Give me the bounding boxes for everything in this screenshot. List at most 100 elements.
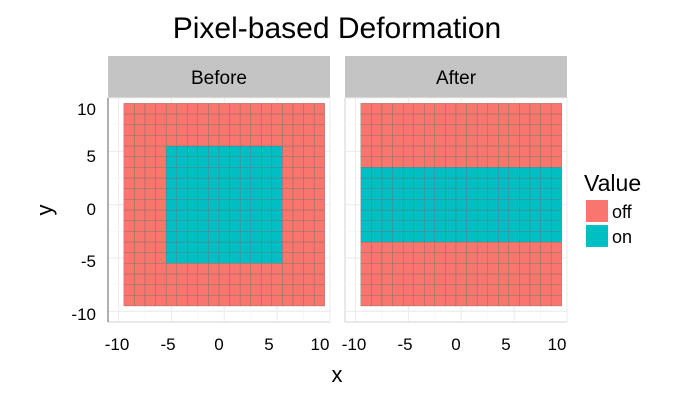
- cell-off: [292, 263, 304, 275]
- cell-on: [239, 252, 251, 264]
- cell-off: [529, 113, 541, 125]
- cell-off: [508, 241, 520, 253]
- cell-off: [165, 135, 177, 147]
- cell-on: [476, 177, 488, 189]
- cell-on: [218, 199, 230, 211]
- cell-on: [165, 145, 177, 157]
- y-tick-label: 5: [87, 147, 96, 166]
- cell-off: [292, 273, 304, 285]
- cell-off: [155, 145, 167, 157]
- cell-off: [392, 273, 404, 285]
- cell-on: [424, 220, 436, 232]
- cell-on: [487, 167, 499, 179]
- cell-off: [134, 209, 146, 221]
- cell-off: [229, 284, 241, 296]
- cell-off: [123, 220, 135, 232]
- cell-on: [271, 145, 283, 157]
- cell-off: [529, 252, 541, 264]
- cell-off: [498, 241, 510, 253]
- cell-off: [123, 209, 135, 221]
- cell-on: [519, 231, 531, 243]
- cell-off: [292, 145, 304, 157]
- cell-on: [381, 231, 393, 243]
- cell-on: [402, 177, 414, 189]
- cell-on: [508, 220, 520, 232]
- cell-off: [250, 295, 262, 307]
- cell-on: [508, 188, 520, 200]
- cell-on: [519, 188, 531, 200]
- cell-off: [402, 135, 414, 147]
- cell-off: [313, 177, 325, 189]
- cell-off: [282, 241, 294, 253]
- cell-on: [476, 199, 488, 211]
- cell-on: [466, 199, 478, 211]
- cell-on: [529, 199, 541, 211]
- cell-off: [476, 252, 488, 264]
- cell-off: [540, 156, 552, 168]
- cell-off: [434, 241, 446, 253]
- cell-off: [313, 135, 325, 147]
- cell-off: [529, 145, 541, 157]
- cell-on: [529, 231, 541, 243]
- cell-off: [381, 295, 393, 307]
- cell-on: [519, 199, 531, 211]
- cell-off: [381, 284, 393, 296]
- cell-off: [371, 295, 383, 307]
- cell-on: [445, 231, 457, 243]
- cell-off: [402, 113, 414, 125]
- cell-off: [282, 209, 294, 221]
- cell-on: [550, 231, 562, 243]
- cell-on: [455, 231, 467, 243]
- cell-off: [155, 103, 167, 115]
- cell-off: [313, 103, 325, 115]
- cell-off: [540, 252, 552, 264]
- cell-on: [239, 241, 251, 253]
- y-tick-label: -10: [71, 305, 96, 324]
- cell-on: [271, 241, 283, 253]
- cell-on: [229, 241, 241, 253]
- cell-on: [165, 209, 177, 221]
- cell-off: [455, 113, 467, 125]
- cell-on: [250, 156, 262, 168]
- cell-off: [371, 252, 383, 264]
- cell-off: [487, 145, 499, 157]
- cell-off: [413, 103, 425, 115]
- cell-off: [134, 284, 146, 296]
- cell-off: [540, 284, 552, 296]
- cell-off: [424, 124, 436, 136]
- cell-off: [529, 124, 541, 136]
- cell-off: [123, 241, 135, 253]
- cell-off: [282, 188, 294, 200]
- cell-off: [392, 263, 404, 275]
- cell-off: [360, 156, 372, 168]
- cell-on: [239, 188, 251, 200]
- cell-off: [402, 273, 414, 285]
- cell-off: [540, 273, 552, 285]
- cell-off: [529, 156, 541, 168]
- cell-off: [261, 135, 273, 147]
- cell-off: [455, 241, 467, 253]
- cell-off: [466, 103, 478, 115]
- cell-off: [508, 295, 520, 307]
- cell-off: [371, 103, 383, 115]
- cell-off: [271, 135, 283, 147]
- cell-off: [445, 156, 457, 168]
- cell-off: [360, 113, 372, 125]
- cell-off: [371, 113, 383, 125]
- cell-on: [229, 209, 241, 221]
- cell-off: [218, 284, 230, 296]
- cell-off: [519, 284, 531, 296]
- cell-on: [392, 220, 404, 232]
- cell-on: [239, 199, 251, 211]
- cell-off: [476, 273, 488, 285]
- cell-on: [197, 167, 209, 179]
- cell-off: [176, 273, 188, 285]
- cell-off: [187, 135, 199, 147]
- cell-off: [134, 273, 146, 285]
- cell-off: [134, 220, 146, 232]
- cell-on: [434, 199, 446, 211]
- cell-off: [445, 124, 457, 136]
- cell-off: [229, 263, 241, 275]
- cell-off: [208, 103, 220, 115]
